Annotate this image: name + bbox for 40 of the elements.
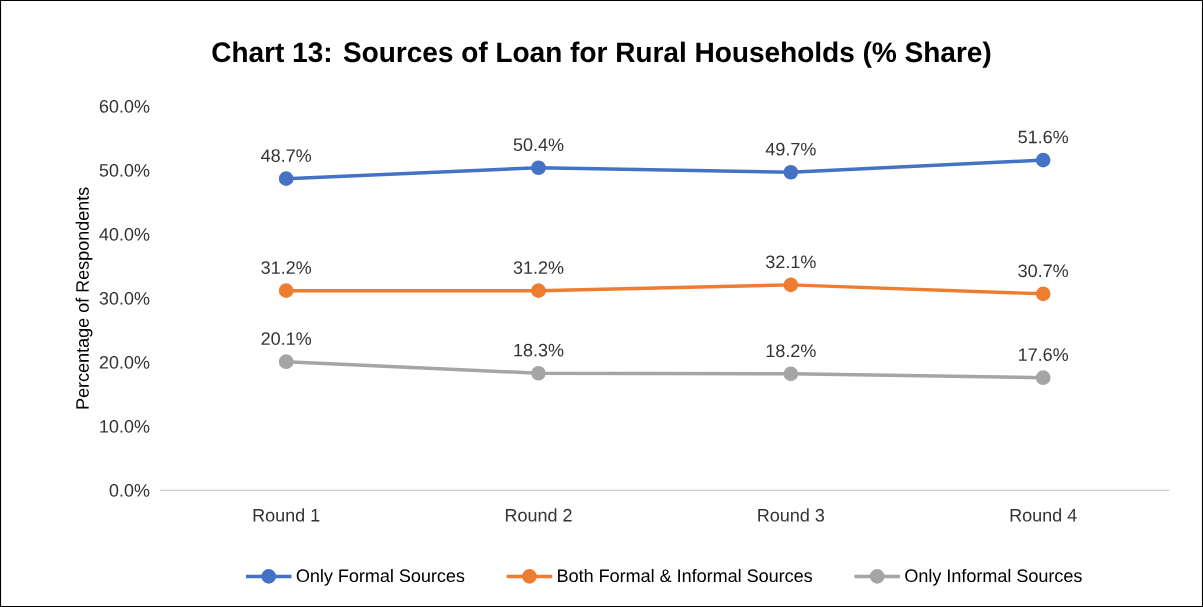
point [531, 365, 546, 381]
y-axis-title: Percentage of Respondents [75, 187, 93, 409]
point [278, 283, 294, 298]
data-label: 51.6% [1018, 130, 1069, 144]
y-tick-label: 10.0% [100, 419, 150, 433]
data-label: 49.7% [765, 142, 816, 156]
y-tick-label: 50.0% [99, 163, 150, 177]
x-tick-label: Round 3 [758, 508, 825, 522]
legend-label: Only Informal Sources [905, 568, 1082, 586]
point [278, 354, 294, 370]
y-tick-label: 20.0% [99, 355, 150, 369]
point [783, 366, 799, 382]
legend-label: Only Formal Sources [296, 568, 465, 586]
point [783, 164, 799, 180]
data-label: 17.6% [1019, 348, 1069, 361]
chart-title: Chart 13: Sources of Loan for Rural Households (% Share) [212, 41, 991, 68]
data-label: 18.2% [766, 344, 816, 358]
x-tick-label: Round 2 [505, 508, 572, 522]
data-label: 48.7% [261, 149, 312, 162]
point [783, 277, 799, 293]
point [531, 283, 546, 298]
y-tick-label: 40.0% [99, 227, 150, 241]
data-label: 18.3% [514, 343, 564, 357]
point [1035, 152, 1051, 168]
y-tick-label: 0.0% [109, 483, 150, 497]
point [1035, 370, 1051, 386]
data-label: 31.2% [261, 261, 312, 274]
data-label: 20.1% [261, 332, 312, 345]
point [278, 171, 294, 186]
data-label: 30.7% [1018, 264, 1069, 278]
data-label: 32.1% [766, 255, 816, 269]
y-tick-label: 30.0% [99, 291, 150, 305]
x-tick-label: Round 4 [1010, 508, 1077, 522]
y-tick-label: 60.0% [99, 99, 150, 113]
x-tick-label: Round 1 [253, 508, 320, 522]
legend-label: Both Formal & Informal Sources [558, 568, 813, 583]
point [531, 160, 546, 176]
data-label: 31.2% [513, 261, 564, 274]
data-label: 50.4% [513, 138, 564, 152]
point [1035, 286, 1051, 302]
